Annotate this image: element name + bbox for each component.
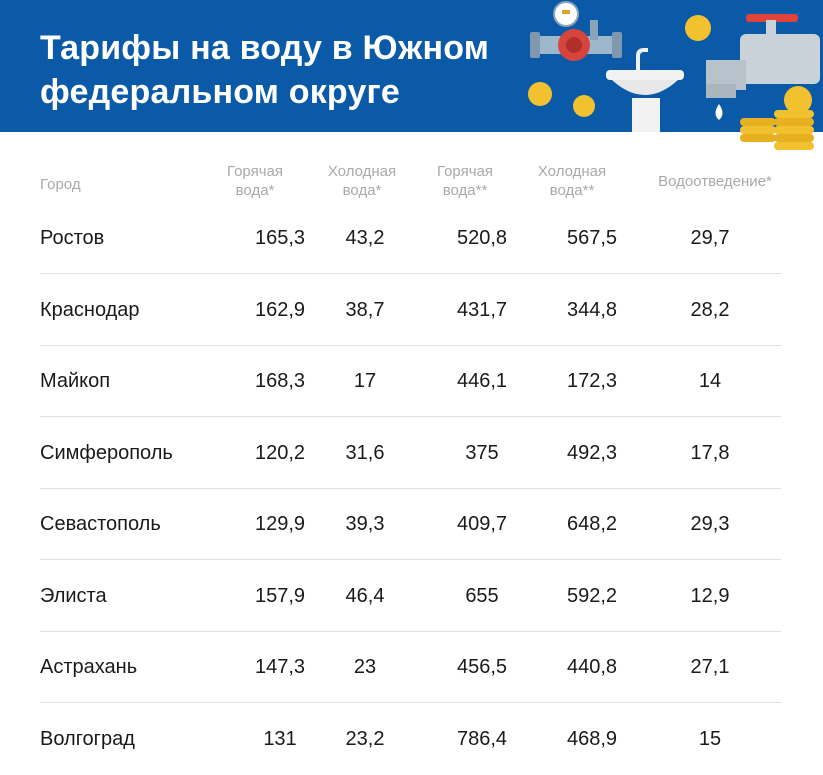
header-banner: Тарифы на воду в Южном федеральном округ… bbox=[0, 0, 823, 132]
drain-value-cell: 12,9 bbox=[690, 584, 730, 607]
city-cell: Элиста bbox=[40, 584, 107, 607]
cold2-value-cell: 344,8 bbox=[566, 298, 618, 321]
table-row: Волгоград 131 23,2 786,4 468,9 15 bbox=[40, 704, 781, 775]
row-divider bbox=[40, 487, 781, 489]
row-divider bbox=[40, 416, 781, 417]
table-row: Симферополь 120,2 31,6 375 492,3 17,8 bbox=[40, 418, 781, 489]
cold-value-cell: 23 bbox=[353, 656, 377, 678]
header-cold-water-line1: Холодная bbox=[327, 163, 397, 180]
cold2-value-cell: 648,2 bbox=[566, 513, 618, 535]
title-line-2: федеральном округе bbox=[40, 73, 401, 111]
header-hot-water-line2: вода* bbox=[235, 182, 275, 199]
city-cell: Ростов bbox=[40, 227, 105, 249]
water-drop-icon bbox=[715, 104, 723, 120]
header-city: Город bbox=[40, 176, 81, 193]
city-cell: Волгоград bbox=[40, 727, 135, 750]
cold2-value-cell: 468,9 bbox=[566, 727, 618, 750]
sink-icon bbox=[606, 48, 684, 132]
drain-value-cell: 28,2 bbox=[690, 298, 730, 321]
hot2-value-cell: 375 bbox=[465, 441, 499, 464]
header-hot-water-2-line2: вода** bbox=[442, 182, 488, 199]
header-hot-water: Горячая вода* bbox=[210, 162, 300, 200]
hot2-value-cell: 409,7 bbox=[456, 513, 508, 535]
city-cell: Астрахань bbox=[40, 656, 138, 678]
table-row: Майкоп 168,3 17 446,1 172,3 14 bbox=[40, 346, 781, 417]
water-meter-icon bbox=[530, 1, 622, 61]
cold-value-cell: 38,7 bbox=[345, 298, 385, 321]
cold2-value-cell: 567,5 bbox=[566, 227, 618, 249]
header-cold-water-2: Холодная вода** bbox=[522, 162, 622, 200]
header-cold-water-2-line1: Холодная bbox=[537, 163, 607, 180]
cold-value-cell: 39,3 bbox=[345, 513, 385, 535]
table-row: Краснодар 162,9 38,7 431,7 344,8 28,2 bbox=[40, 275, 781, 346]
cold-value-cell: 17 bbox=[353, 370, 377, 392]
ruble-coin-icon bbox=[528, 15, 814, 150]
city-cell: Майкоп bbox=[40, 370, 111, 392]
drain-value-cell: 29,7 bbox=[690, 227, 730, 249]
page-title: Тарифы на воду в Южном федеральном округ… bbox=[40, 26, 489, 114]
row-divider bbox=[40, 559, 781, 560]
cold-value-cell: 43,2 bbox=[345, 227, 385, 249]
cold2-value-cell: 440,8 bbox=[566, 656, 618, 678]
row-divider bbox=[40, 273, 781, 274]
city-cell: Симферополь bbox=[40, 441, 173, 464]
row-divider bbox=[40, 702, 781, 703]
drain-value-cell: 29,3 bbox=[690, 513, 730, 535]
hot-value-cell: 129,9 bbox=[254, 513, 306, 535]
header-drainage: Водоотведение* bbox=[658, 173, 772, 190]
hot-value-cell: 168,3 bbox=[254, 370, 306, 392]
header-hot-water-2: Горячая вода** bbox=[420, 162, 510, 200]
cold2-value-cell: 492,3 bbox=[566, 441, 618, 464]
hot-value-cell: 157,9 bbox=[254, 584, 306, 607]
drain-value-cell: 17,8 bbox=[690, 441, 730, 464]
hot-value-cell: 165,3 bbox=[254, 227, 306, 249]
hot-value-cell: 147,3 bbox=[254, 656, 306, 678]
hot2-value-cell: 446,1 bbox=[456, 370, 508, 392]
header-cold-water-line2: вода* bbox=[342, 182, 382, 199]
hot-value-cell: 131 bbox=[263, 727, 297, 750]
hot-value-cell: 162,9 bbox=[254, 298, 306, 321]
faucet-icon bbox=[706, 14, 820, 98]
drain-value-cell: 14 bbox=[698, 370, 722, 392]
table-row: Ростов 165,3 43,2 520,8 567,5 29,7 bbox=[40, 203, 781, 274]
hot2-value-cell: 456,5 bbox=[456, 656, 508, 678]
table-row: Севастополь 129,9 39,3 409,7 648,2 29,3 bbox=[40, 489, 781, 560]
hot2-value-cell: 786,4 bbox=[456, 727, 508, 750]
cold-value-cell: 23,2 bbox=[345, 727, 385, 750]
cold2-value-cell: 592,2 bbox=[566, 584, 618, 607]
cold2-value-cell: 172,3 bbox=[566, 370, 618, 392]
header-cold-water: Холодная вода* bbox=[312, 162, 412, 200]
hot2-value-cell: 655 bbox=[465, 584, 499, 607]
header-cold-water-2-line2: вода** bbox=[549, 182, 595, 199]
cold-value-cell: 46,4 bbox=[345, 584, 385, 607]
drain-value-cell: 15 bbox=[698, 727, 722, 750]
hot2-value-cell: 431,7 bbox=[456, 298, 508, 321]
header-hot-water-2-line1: Горячая bbox=[436, 163, 494, 180]
city-cell: Севастополь bbox=[40, 513, 161, 535]
city-cell: Краснодар bbox=[40, 298, 140, 321]
header-hot-water-line1: Горячая bbox=[226, 163, 284, 180]
table-row: Астрахань 147,3 23 456,5 440,8 27,1 bbox=[40, 632, 781, 703]
water-illustration bbox=[528, 1, 820, 150]
row-divider bbox=[40, 344, 781, 346]
hot2-value-cell: 520,8 bbox=[456, 227, 508, 249]
title-line-1: Тарифы на воду в Южном bbox=[40, 29, 490, 67]
cold-value-cell: 31,6 bbox=[345, 441, 385, 464]
drain-value-cell: 27,1 bbox=[690, 656, 730, 678]
table-row: Элиста 157,9 46,4 655 592,2 12,9 bbox=[40, 561, 781, 632]
row-divider bbox=[40, 630, 781, 632]
hot-value-cell: 120,2 bbox=[254, 441, 306, 464]
